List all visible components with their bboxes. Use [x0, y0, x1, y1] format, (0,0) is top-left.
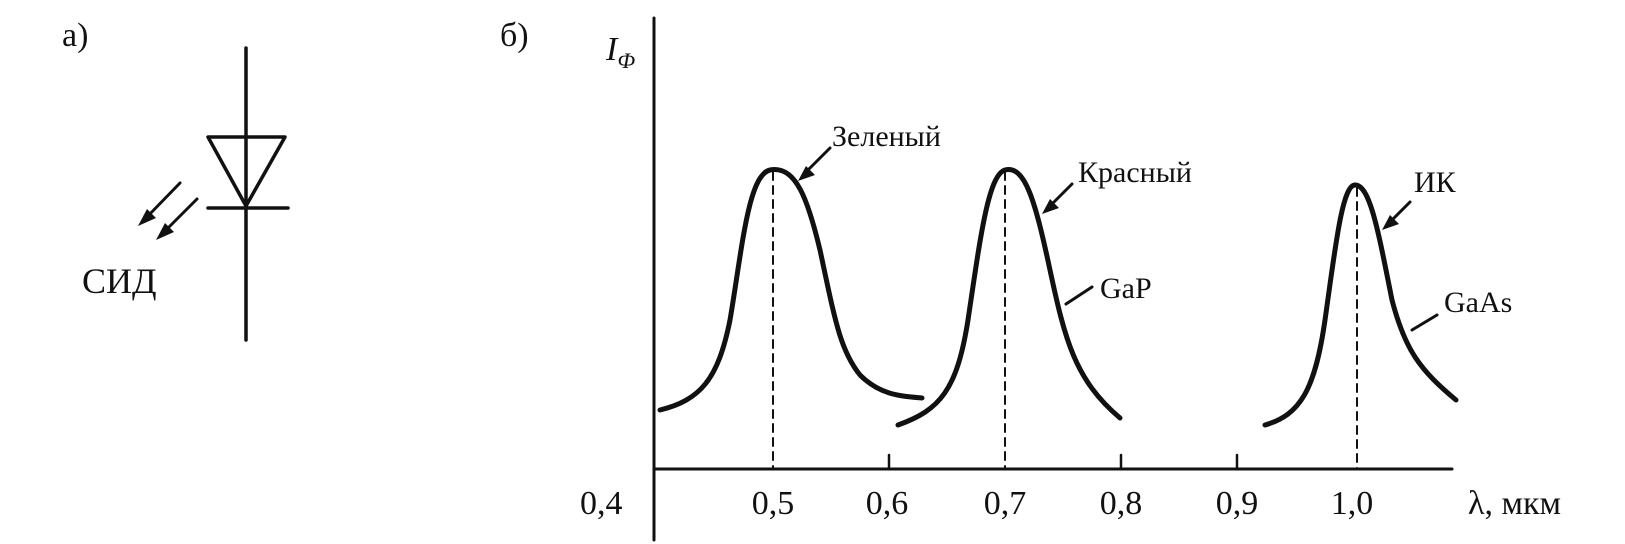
x-tick-marks	[887, 453, 1239, 471]
label-red: Красный	[1078, 156, 1192, 189]
y-axis-label: IФ	[605, 31, 635, 73]
annotation-leaders	[798, 146, 1439, 332]
diode-triangle	[206, 135, 287, 208]
x-tick-label-0.4: 0,4	[580, 485, 623, 522]
emission-arrowhead-2	[156, 223, 174, 240]
panel-a: а) СИД	[62, 17, 290, 342]
x-tick-label-1.0: 1,0	[1331, 485, 1374, 522]
panel-b-label: б)	[500, 17, 529, 54]
x-tick-label-0.7: 0,7	[984, 485, 1027, 522]
gap-leader	[1064, 285, 1094, 306]
x-tick-labels: 0,4 0,5 0,6 0,7 0,8 0,9 1,0	[580, 485, 1373, 522]
annotation-labels: Зеленый Красный GaP ИК GaAs	[832, 120, 1512, 319]
ir-spectrum-curve	[1262, 182, 1459, 428]
led-caption: СИД	[82, 261, 157, 301]
red-spectrum-curve	[895, 167, 1123, 428]
x-tick-label-0.6: 0,6	[866, 485, 909, 522]
x-tick-label-0.8: 0,8	[1100, 485, 1143, 522]
emission-arrowhead-1	[138, 209, 156, 226]
label-gap: GaP	[1100, 272, 1152, 305]
label-gaas: GaAs	[1444, 286, 1512, 319]
label-green: Зеленый	[832, 120, 941, 153]
green-spectrum-curve	[657, 167, 925, 413]
y-axis-symbol: I	[605, 31, 619, 68]
light-emission-arrows	[138, 181, 199, 240]
green-leader-arrowhead	[798, 166, 815, 181]
gaas-leader	[1410, 313, 1439, 332]
ir-leader-arrowhead	[1382, 215, 1399, 230]
x-axis-unit-label: λ, мкм	[1468, 485, 1561, 522]
x-tick-label-0.5: 0,5	[752, 485, 795, 522]
panel-b: б) IФ 0,4 0,5 0,6 0,7 0,8 0,9 1,0 λ, мкм	[500, 16, 1561, 542]
red-leader-arrowhead	[1042, 199, 1059, 214]
panel-a-label: а)	[62, 17, 88, 54]
red-leader	[1048, 182, 1074, 208]
x-tick-label-0.9: 0,9	[1216, 485, 1259, 522]
y-axis-subscript: Ф	[617, 48, 635, 73]
led-symbol	[138, 46, 290, 342]
green-leader	[804, 146, 832, 174]
label-ir: ИК	[1414, 166, 1457, 199]
